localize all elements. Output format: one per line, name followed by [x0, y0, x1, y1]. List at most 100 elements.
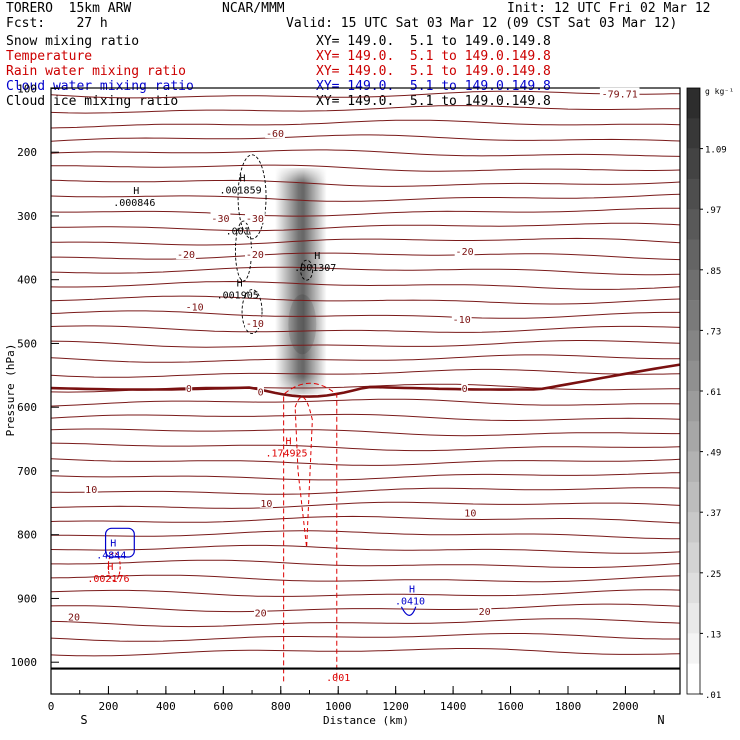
- maximum-value: .001905: [217, 290, 259, 301]
- isotherm-line: [51, 559, 680, 568]
- x-tick-label: 800: [271, 700, 291, 713]
- y-tick-label: 300: [17, 210, 37, 223]
- field-xy-cloud-ice: XY= 149.0. 5.1 to 149.0.149.8: [316, 94, 551, 109]
- isotherm-line: [51, 603, 680, 613]
- colorbar-bin: [687, 421, 700, 452]
- x-tick-label: 400: [156, 700, 176, 713]
- maximum-value: .4844: [96, 551, 126, 562]
- colorbar-label: .25: [705, 570, 721, 580]
- colorbar-label: .01: [705, 691, 721, 701]
- x-tick-label: 1200: [382, 700, 409, 713]
- colorbar-label: .37: [705, 509, 721, 519]
- cloud-water-contour: [400, 606, 417, 616]
- colorbar-label: .73: [705, 327, 721, 337]
- temperature-label-bg: [185, 382, 193, 394]
- isotherm-line: [51, 105, 680, 114]
- temperature-label: -20: [456, 247, 474, 258]
- isotherm-line: [51, 368, 680, 378]
- temperature-label-bg: [451, 313, 472, 325]
- colorbar-bin: [687, 603, 700, 634]
- y-tick-label: 600: [17, 401, 37, 414]
- forecast-hour: Fcst: 27 h: [6, 16, 108, 31]
- colorbar-bin: [687, 239, 700, 271]
- field-xy-cloud-water: XY= 149.0. 5.1 to 149.0.149.8: [316, 79, 551, 94]
- maximum-value: .001307: [294, 263, 336, 274]
- isotherm-line: [51, 207, 680, 217]
- y-tick-label: 900: [17, 592, 37, 605]
- isotherm-line: [51, 398, 680, 407]
- temperature-label-bg: [257, 385, 264, 397]
- isotherm-line: [51, 501, 680, 509]
- temperature-label-bg: [259, 496, 274, 508]
- field-xy-rain: XY= 149.0. 5.1 to 149.0.149.8: [316, 64, 551, 79]
- isotherm-line: [51, 530, 680, 540]
- y-tick-label: 400: [17, 274, 37, 287]
- center-label: NCAR/MMM: [222, 1, 285, 16]
- temperature-label-bg: [176, 248, 196, 260]
- y-tick-label: 1000: [11, 656, 38, 669]
- isotherm-line: [51, 633, 680, 642]
- isotherm-line: [51, 280, 680, 290]
- temperature-label-bg: [184, 300, 205, 312]
- temperature-label: 10: [464, 508, 476, 519]
- colorbar-bin: [687, 512, 700, 543]
- isotherm-line: [51, 325, 680, 333]
- north-end-label: N: [657, 713, 664, 727]
- colorbar-bin: [687, 542, 700, 574]
- colorbar-bin: [687, 178, 700, 210]
- snow-shading-core: [288, 294, 317, 355]
- cloud-ice-contour: [300, 259, 314, 281]
- colorbar-label: .13: [705, 630, 721, 640]
- colorbar-bin: [687, 118, 700, 149]
- x-tick-label: 1400: [440, 700, 467, 713]
- plot-frame: [50, 87, 681, 695]
- isotherm-line: [51, 472, 680, 481]
- temperature-label-bg: [454, 245, 475, 257]
- x-tick-label: 0: [48, 700, 55, 713]
- field-label-temperature: Temperature: [6, 49, 93, 64]
- temperature-label: 0: [258, 387, 264, 398]
- maximum-value: .000846: [113, 198, 155, 209]
- x-tick-label: 600: [213, 700, 233, 713]
- y-tick-label: 700: [17, 465, 37, 478]
- field-label-rain: Rain water mixing ratio: [6, 64, 187, 79]
- maximum-value: .001859: [219, 185, 261, 196]
- temperature-label-bg: [84, 482, 98, 494]
- freezing-line: [51, 363, 680, 398]
- maximum-marker: H: [133, 186, 139, 197]
- temperature-label: -30: [211, 214, 229, 225]
- maximum-value: .002176: [87, 574, 129, 585]
- colorbar-bin: [687, 330, 700, 361]
- temperature-label: 10: [85, 485, 97, 496]
- temperature-label: -79.71: [602, 90, 638, 101]
- isotherm-line: [51, 179, 680, 187]
- isotherm-line: [51, 515, 680, 524]
- isotherm-line: [51, 442, 680, 452]
- maximum-marker: H: [286, 437, 292, 448]
- temperature-label-bg: [599, 87, 640, 99]
- model-title: TORERO 15km ARW: [6, 1, 132, 16]
- temperature-label: -10: [453, 315, 471, 326]
- colorbar-bin: [687, 300, 700, 331]
- maximum-value: .001: [226, 227, 250, 238]
- isotherm-line: [51, 618, 680, 628]
- field-label-cloud-water: Cloud water mixing ratio: [6, 79, 194, 94]
- x-tick-label: 1000: [325, 700, 352, 713]
- colorbar-bin: [687, 209, 700, 240]
- temperature-label-bg: [478, 605, 492, 617]
- temperature-label: 10: [260, 499, 272, 510]
- y-tick-label: 200: [17, 146, 37, 159]
- cloud-water-contour: [104, 527, 135, 558]
- temperature-label-bg: [67, 610, 81, 622]
- isotherm-line: [51, 487, 680, 495]
- colorbar-label: .85: [705, 267, 721, 277]
- colorbar-bin: [687, 269, 700, 301]
- rain-water-contour: [283, 382, 338, 682]
- colorbar-bin: [687, 451, 700, 483]
- temperature-label: -60: [266, 129, 284, 140]
- colorbar-bin: [687, 88, 700, 119]
- isotherm-line: [51, 266, 680, 276]
- x-tick-label: 200: [99, 700, 119, 713]
- maximum-value: .174925: [265, 449, 307, 460]
